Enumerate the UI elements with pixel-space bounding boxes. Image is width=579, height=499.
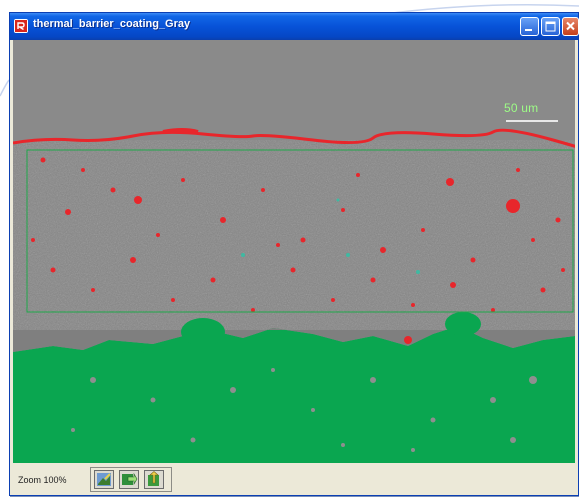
maximize-button[interactable]: [541, 17, 560, 36]
micrograph-image[interactable]: 50 um: [13, 40, 575, 463]
minimize-icon: [525, 29, 532, 31]
close-button[interactable]: [562, 17, 579, 36]
image-window: thermal_barrier_coating_Gray: [9, 12, 579, 496]
close-icon: [566, 21, 575, 31]
select-tool-icon: [97, 473, 111, 486]
export-tool-icon: [148, 471, 159, 486]
move-tool-icon: [122, 472, 138, 486]
title-bar[interactable]: thermal_barrier_coating_Gray: [10, 13, 579, 40]
move-tool-button[interactable]: [119, 470, 139, 489]
export-tool-button[interactable]: [144, 470, 164, 489]
minimize-button[interactable]: [520, 17, 539, 36]
tool-button-group: [90, 467, 172, 492]
select-tool-button[interactable]: [94, 470, 114, 489]
app-logo-icon: [14, 19, 28, 33]
scale-bar: [506, 120, 558, 122]
window-title: thermal_barrier_coating_Gray: [33, 18, 191, 30]
status-bar: Zoom 100%: [13, 464, 575, 494]
zoom-level: Zoom 100%: [18, 475, 67, 485]
maximize-icon: [545, 21, 556, 32]
scale-bar-label: 50 um: [504, 101, 539, 115]
